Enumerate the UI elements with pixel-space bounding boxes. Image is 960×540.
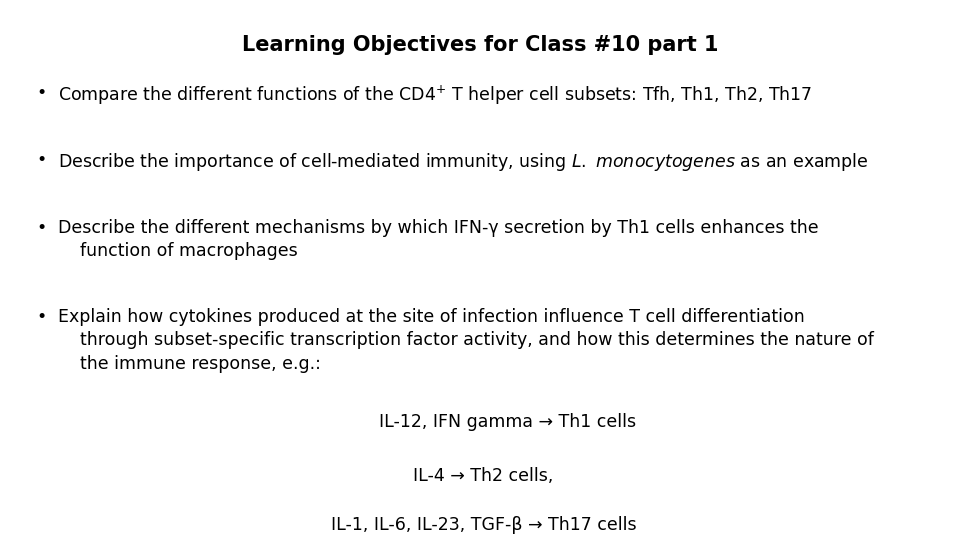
Text: IL-1, IL-6, IL-23, TGF-β → Th17 cells: IL-1, IL-6, IL-23, TGF-β → Th17 cells: [331, 516, 636, 534]
Text: •: •: [36, 219, 47, 237]
Text: Explain how cytokines produced at the site of infection influence T cell differe: Explain how cytokines produced at the si…: [58, 308, 874, 373]
Text: Describe the different mechanisms by which IFN-γ secretion by Th1 cells enhances: Describe the different mechanisms by whi…: [58, 219, 818, 260]
Text: IL-4 → Th2 cells,: IL-4 → Th2 cells,: [413, 467, 553, 485]
Text: •: •: [36, 84, 47, 102]
Text: IL-12, IFN gamma → Th1 cells: IL-12, IFN gamma → Th1 cells: [379, 413, 636, 431]
Text: Compare the different functions of the CD4$^{+}$ T helper cell subsets: Tfh, Th1: Compare the different functions of the C…: [58, 84, 812, 107]
Text: •: •: [36, 151, 47, 169]
Text: Describe the importance of cell-mediated immunity, using $\it{L.\ monocytogenes}: Describe the importance of cell-mediated…: [58, 151, 868, 173]
Text: •: •: [36, 308, 47, 326]
Text: Learning Objectives for Class #10 part 1: Learning Objectives for Class #10 part 1: [242, 35, 718, 55]
